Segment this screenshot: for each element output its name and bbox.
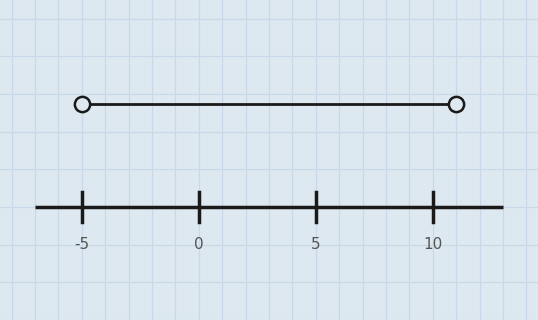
Text: 10: 10 <box>423 237 442 252</box>
Text: 5: 5 <box>311 237 321 252</box>
Text: -5: -5 <box>74 237 89 252</box>
Text: 0: 0 <box>194 237 204 252</box>
